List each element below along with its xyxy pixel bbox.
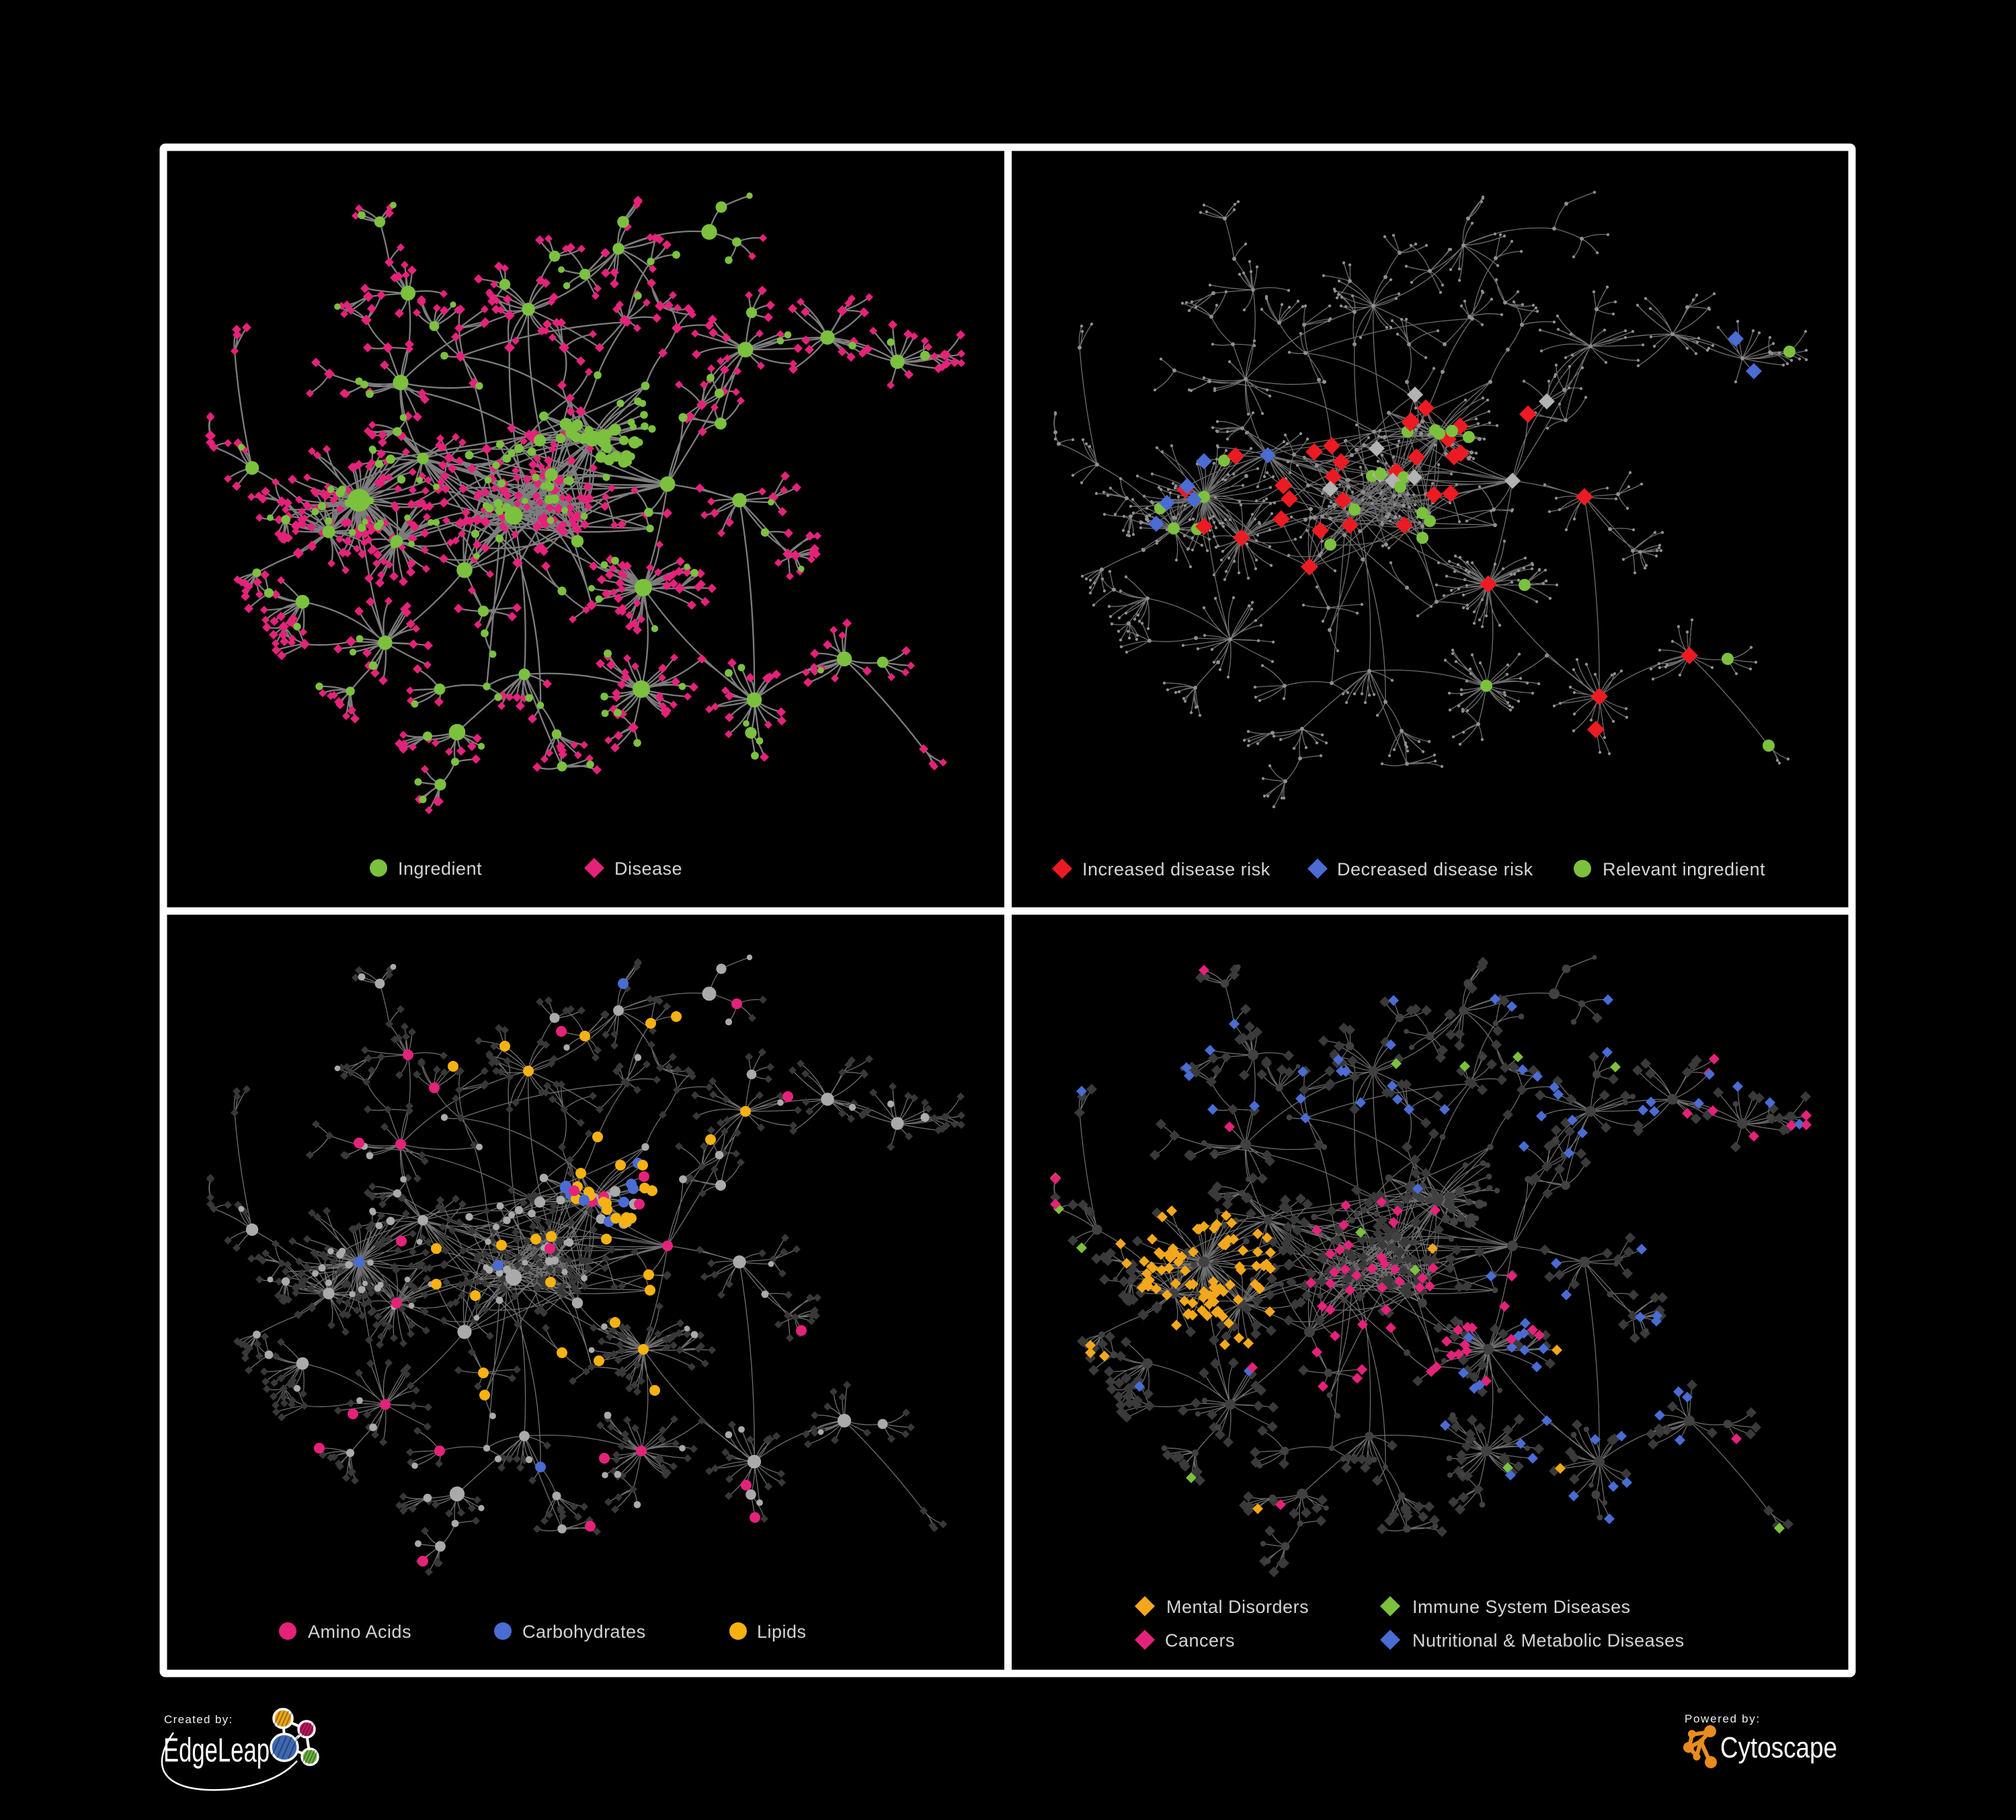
svg-text:Created by:: Created by: — [164, 1713, 233, 1726]
svg-text:Immune System Diseases: Immune System Diseases — [1412, 1597, 1631, 1617]
svg-text:Mental Disorders: Mental Disorders — [1166, 1597, 1309, 1617]
svg-text:EdgeLeap: EdgeLeap — [163, 1731, 270, 1769]
svg-text:Relevant ingredient: Relevant ingredient — [1603, 859, 1765, 879]
svg-text:Decreased disease risk: Decreased disease risk — [1337, 859, 1533, 879]
svg-text:Disease: Disease — [614, 859, 682, 879]
svg-text:Powered by:: Powered by: — [1685, 1712, 1760, 1725]
svg-text:Ingredient: Ingredient — [398, 859, 482, 879]
svg-text:Carbohydrates: Carbohydrates — [522, 1622, 646, 1642]
svg-text:Nutritional & Metabolic Diseas: Nutritional & Metabolic Diseases — [1412, 1630, 1685, 1651]
svg-text:Amino Acids: Amino Acids — [308, 1622, 411, 1642]
svg-text:Lipids: Lipids — [757, 1622, 807, 1642]
svg-text:Increased disease risk: Increased disease risk — [1082, 859, 1271, 879]
svg-text:Cancers: Cancers — [1165, 1630, 1235, 1651]
svg-text:Cytoscape: Cytoscape — [1720, 1731, 1837, 1764]
